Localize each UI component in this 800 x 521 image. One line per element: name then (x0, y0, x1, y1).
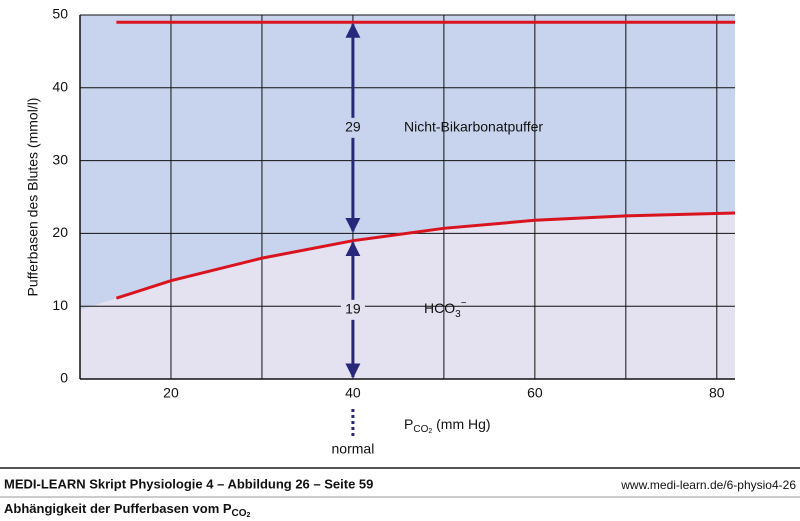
x-tick-label: 80 (709, 385, 725, 401)
y-tick-label: 50 (52, 6, 68, 22)
x-label-sub: CO (413, 424, 428, 435)
marker-label: normal (332, 441, 375, 457)
y-tick-label: 20 (52, 224, 68, 240)
arrow-label-bg (340, 299, 365, 320)
y-axis-label: Pufferbasen des Blutes (mmol/l) (25, 98, 41, 297)
region-label: HCO3− (424, 298, 467, 320)
x-label-subsub: 2 (428, 428, 432, 435)
region-label-text: HCO (424, 300, 455, 316)
region-label-sup: − (461, 298, 467, 309)
caption-text: Abhängigkeit der Pufferbasen vom P (4, 501, 232, 516)
x-label-main: P (404, 416, 413, 432)
region-label-sub: 3 (455, 309, 461, 320)
caption-subsub: 2 (247, 512, 251, 519)
arrow-value: 19 (345, 301, 361, 317)
footer-caption: Abhängigkeit der Pufferbasen vom PCO2 (4, 501, 251, 518)
x-tick-label: 20 (163, 385, 179, 401)
footer-url: www.medi-learn.de/6-physio4-26 (620, 478, 796, 492)
region-label: Nicht-Bikarbonatpuffer (404, 119, 543, 135)
arrow-label-bg (340, 117, 365, 138)
data-line (115, 211, 736, 300)
lower-region (80, 213, 735, 379)
footer-title: MEDI-LEARN Skript Physiologie 4 – Abbild… (4, 476, 373, 491)
x-axis-label: PCO2 (mm Hg) (404, 416, 491, 435)
y-tick-label: 40 (52, 79, 68, 95)
x-tick-label: 40 (345, 385, 361, 401)
x-tick-label: 60 (527, 385, 543, 401)
y-tick-label: 30 (52, 151, 68, 167)
y-tick-label: 0 (60, 370, 68, 386)
y-tick-label: 10 (52, 297, 68, 313)
caption-sub: CO (232, 508, 247, 519)
arrow-value: 29 (345, 119, 361, 135)
x-label-rest: (mm Hg) (432, 416, 490, 432)
